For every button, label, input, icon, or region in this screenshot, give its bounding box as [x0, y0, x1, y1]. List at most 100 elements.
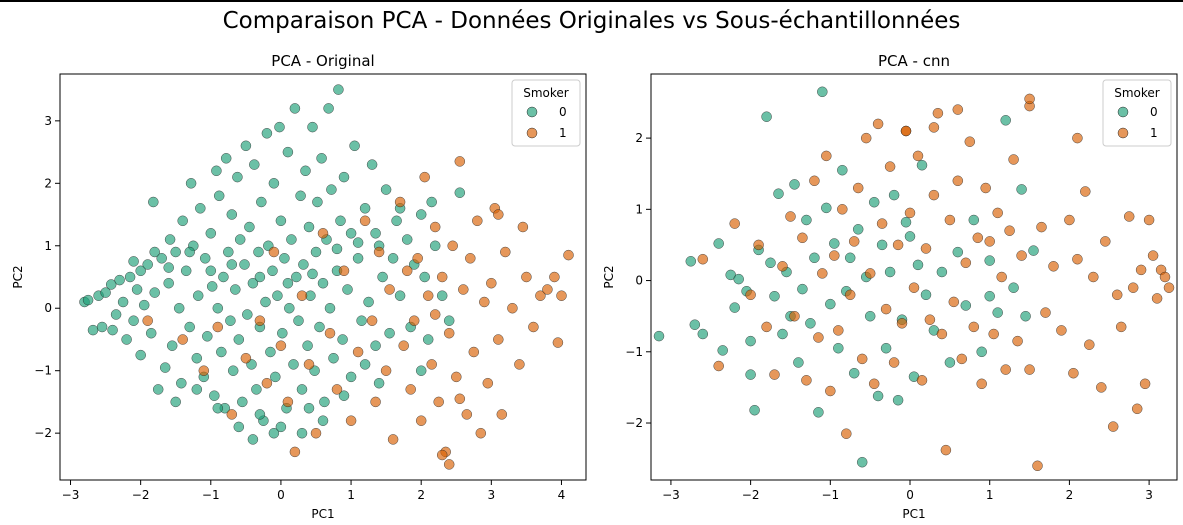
x-tick-label: −1 [821, 488, 839, 502]
x-tick-label: −2 [132, 488, 150, 502]
point-class-0 [765, 257, 776, 269]
x-tick-label: 2 [1066, 488, 1074, 502]
point-class-0 [749, 404, 760, 416]
point-class-0 [191, 384, 203, 395]
point-class-1 [310, 427, 322, 439]
point-class-1 [429, 221, 441, 233]
point-class-0 [1016, 184, 1027, 195]
point-class-1 [1100, 236, 1111, 247]
point-class-0 [312, 196, 323, 208]
point-class-1 [769, 369, 780, 380]
point-class-0 [267, 265, 278, 277]
point-class-1 [1024, 364, 1035, 375]
point-class-0 [260, 296, 271, 308]
x-tick-label: 1 [347, 488, 355, 502]
y-tick-label: 2 [44, 176, 52, 190]
point-class-1 [928, 189, 940, 201]
point-class-0 [117, 296, 129, 308]
x-axis-label: PC1 [311, 507, 334, 521]
point-class-0 [230, 284, 241, 295]
x-tick-label: 3 [1145, 488, 1153, 502]
top-border [0, 0, 1183, 2]
point-class-0 [268, 427, 280, 439]
x-tick-label: 3 [487, 488, 495, 502]
point-class-1 [454, 393, 466, 405]
point-class-0 [769, 290, 780, 302]
point-class-0 [142, 259, 153, 270]
point-class-1 [829, 250, 840, 261]
point-class-0 [713, 238, 724, 249]
point-class-0 [821, 202, 832, 214]
point-class-1 [1056, 325, 1067, 336]
point-class-1 [1088, 271, 1099, 283]
point-class-0 [254, 409, 266, 420]
point-class-0 [114, 274, 125, 286]
point-class-1 [924, 314, 936, 325]
point-class-0 [233, 334, 245, 345]
point-class-0 [240, 140, 252, 152]
point-class-0 [307, 121, 318, 133]
point-class-0 [164, 234, 176, 245]
point-class-0 [105, 279, 117, 290]
point-class-0 [296, 427, 308, 439]
point-class-1 [1024, 93, 1035, 105]
point-class-0 [829, 238, 840, 249]
point-class-1 [528, 321, 539, 333]
point-class-0 [356, 315, 367, 326]
point-class-1 [1107, 421, 1119, 432]
point-class-0 [185, 178, 197, 189]
point-class-1 [856, 353, 868, 365]
y-tick-label: 0 [635, 274, 643, 288]
y-tick-label: 1 [635, 202, 643, 216]
point-class-1 [1147, 250, 1159, 261]
point-class-1 [789, 310, 800, 322]
point-class-0 [166, 340, 178, 351]
point-class-0 [159, 362, 171, 373]
point-class-1 [976, 378, 987, 390]
point-class-1 [370, 396, 381, 408]
point-class-0 [323, 103, 334, 114]
point-class-1 [366, 315, 378, 326]
point-class-1 [837, 204, 848, 215]
point-class-1 [1008, 154, 1019, 165]
point-class-1 [1000, 364, 1011, 375]
point-class-1 [212, 321, 224, 333]
point-class-1 [1072, 253, 1083, 265]
point-class-1 [1127, 282, 1139, 293]
point-class-1 [713, 360, 724, 372]
point-class-0 [373, 377, 385, 389]
point-class-0 [952, 246, 964, 258]
point-class-1 [1080, 186, 1091, 197]
point-class-0 [275, 215, 287, 227]
x-tick-label: −1 [202, 488, 220, 502]
point-class-1 [429, 309, 441, 320]
point-class-0 [176, 377, 187, 389]
point-class-1 [177, 334, 188, 345]
point-class-1 [988, 328, 999, 340]
point-class-0 [328, 352, 339, 364]
point-class-1 [813, 332, 824, 343]
point-class-0 [880, 342, 892, 354]
point-class-1 [454, 156, 466, 167]
point-class-0 [242, 309, 253, 320]
point-class-0 [976, 346, 987, 358]
point-class-0 [960, 300, 972, 311]
point-class-0 [170, 246, 181, 258]
point-class-0 [837, 164, 848, 176]
point-class-0 [349, 140, 360, 152]
point-class-1 [797, 232, 808, 244]
point-class-0 [777, 328, 788, 340]
point-class-0 [426, 196, 437, 208]
point-class-1 [451, 371, 462, 383]
x-tick-label: 2 [417, 488, 425, 502]
point-class-0 [184, 321, 195, 333]
point-class-1 [226, 409, 238, 420]
legend-label-1: 1 [559, 126, 567, 140]
point-class-1 [940, 444, 952, 456]
point-class-1 [275, 340, 287, 351]
point-class-0 [326, 184, 337, 195]
point-class-0 [359, 203, 371, 214]
point-class-1 [1135, 264, 1147, 276]
y-tick-label: −2 [34, 426, 52, 440]
point-class-0 [454, 187, 466, 198]
